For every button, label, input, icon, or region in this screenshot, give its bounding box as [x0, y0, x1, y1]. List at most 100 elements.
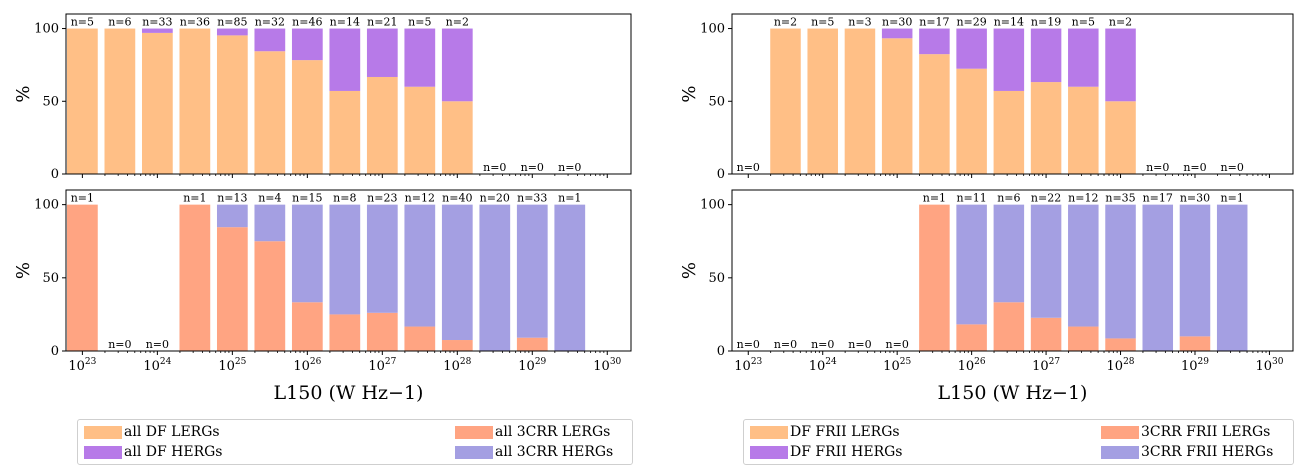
count-label: n=6 — [997, 192, 1020, 205]
count-label: n=0 — [108, 338, 131, 351]
count-label: n=6 — [108, 16, 131, 29]
bar-upper — [993, 204, 1025, 303]
x-tick-label: 1026 — [293, 357, 321, 374]
count-label: n=0 — [1146, 161, 1169, 174]
x-axis-label: L150 (W Hz−1) — [274, 382, 424, 404]
count-label: n=2 — [1109, 16, 1132, 29]
bar-lower — [67, 28, 98, 174]
x-tick-label: 1025 — [883, 357, 911, 374]
count-label: n=1 — [923, 192, 946, 205]
bar-lower — [404, 326, 436, 351]
axes-frame — [731, 13, 1294, 175]
bar-lower — [1030, 82, 1062, 174]
bar-lower — [993, 302, 1025, 351]
count-label: n=0 — [521, 161, 544, 174]
bar-upper — [956, 204, 987, 325]
count-label: n=3 — [848, 16, 871, 29]
axes-frame — [65, 189, 632, 352]
legend-item-3crr-herg: all 3CRR HERGs — [455, 444, 613, 460]
bar-upper — [881, 28, 913, 39]
count-label: n=19 — [1031, 16, 1061, 29]
count-label: n=0 — [737, 338, 760, 351]
y-tick-label: 50 — [708, 94, 725, 109]
count-label: n=11 — [956, 192, 986, 205]
y-tick-label: 100 — [34, 22, 59, 37]
x-tick-label: 1026 — [958, 357, 986, 374]
y-tick-label: 100 — [700, 198, 725, 213]
y-axis-label: % — [13, 262, 34, 279]
bar-upper — [216, 204, 248, 228]
count-label: n=29 — [956, 16, 986, 29]
bar-upper — [404, 28, 436, 87]
count-label: n=36 — [180, 16, 210, 29]
y-tick-label: 100 — [34, 198, 59, 213]
bar-lower — [404, 86, 436, 174]
bar-lower — [254, 241, 286, 351]
bar-lower — [291, 302, 323, 351]
x-tick-label: 1028 — [443, 357, 471, 374]
bar-upper — [216, 28, 248, 36]
count-label: n=23 — [367, 192, 397, 205]
count-label: n=13 — [217, 192, 247, 205]
y-tick-label: 0 — [51, 344, 59, 359]
count-label: n=1 — [183, 192, 206, 205]
legend-swatch — [84, 425, 122, 439]
bar-lower — [1179, 336, 1211, 351]
bar-lower — [441, 340, 473, 351]
bar-lower — [216, 35, 248, 174]
count-label: n=0 — [1221, 161, 1244, 174]
y-tick-label: 50 — [42, 94, 59, 109]
count-label: n=30 — [1180, 192, 1210, 205]
y-axis-label: % — [679, 85, 700, 102]
bar-upper — [254, 28, 286, 52]
bar-upper — [1068, 204, 1099, 327]
y-tick-label: 0 — [51, 167, 59, 182]
bar-upper — [479, 204, 511, 351]
bar-lower — [993, 90, 1025, 174]
bar-lower — [216, 227, 248, 351]
bar-lower — [67, 204, 98, 351]
legend-swatch — [750, 425, 788, 439]
panel-top-right: n=0 n=2 n=5 n=3 n=30 n=17 n=29 n=14 n=19 n=5 n=2 n=… — [679, 13, 1294, 182]
count-label: n=35 — [1105, 192, 1135, 205]
legend-item-df-frii-herg: DF FRII HERGs — [750, 444, 903, 460]
y-tick-label: 0 — [717, 344, 725, 359]
bar-lower — [1068, 326, 1099, 351]
bar-lower — [1068, 86, 1099, 174]
legend-item-df-lerg: all DF LERGs — [84, 424, 220, 440]
bar-upper — [291, 204, 323, 303]
legend-left: all DF LERGs all 3CRR LERGs all DF HERGs… — [77, 419, 633, 465]
bar-lower — [366, 312, 398, 351]
y-tick-label: 50 — [708, 271, 725, 286]
legend-swatch — [455, 445, 493, 459]
count-label: n=40 — [442, 192, 472, 205]
legend-label: 3CRR FRII LERGs — [1141, 424, 1271, 440]
count-label: n=33 — [142, 16, 172, 29]
bar-lower — [366, 76, 398, 174]
count-label: n=20 — [480, 192, 510, 205]
panel-bottom-left: n=1 n=0 n=0 n=1 n=13 n=4 n=15 n=8 n=23 n=12 n=40 n=… — [13, 189, 632, 404]
bar-upper — [441, 28, 473, 102]
count-label: n=12 — [405, 192, 435, 205]
legend-label: DF FRII HERGs — [790, 444, 903, 460]
bar-lower — [329, 90, 361, 174]
bar-lower — [141, 32, 173, 175]
bar-upper — [1216, 204, 1248, 351]
legend-item-3crr-frii-lerg: 3CRR FRII LERGs — [1101, 424, 1270, 440]
count-label: n=46 — [292, 16, 322, 29]
count-label: n=17 — [919, 16, 949, 29]
count-label: n=2 — [774, 16, 797, 29]
bar-lower — [1105, 101, 1136, 174]
count-label: n=17 — [1143, 192, 1173, 205]
bar-upper — [1105, 28, 1136, 102]
bar-lower — [329, 314, 361, 351]
bar-upper — [1179, 204, 1211, 337]
bar-lower — [291, 60, 323, 174]
bar-upper — [993, 28, 1025, 91]
panel-top-left: n=5 n=6 n=33 n=36 n=85 n=32 n=46 n=14 n=21 n=5 n=2… — [13, 13, 632, 182]
bar-upper — [366, 204, 398, 313]
bar-lower — [1105, 338, 1136, 351]
bar-upper — [291, 28, 323, 61]
count-label: n=21 — [367, 16, 397, 29]
